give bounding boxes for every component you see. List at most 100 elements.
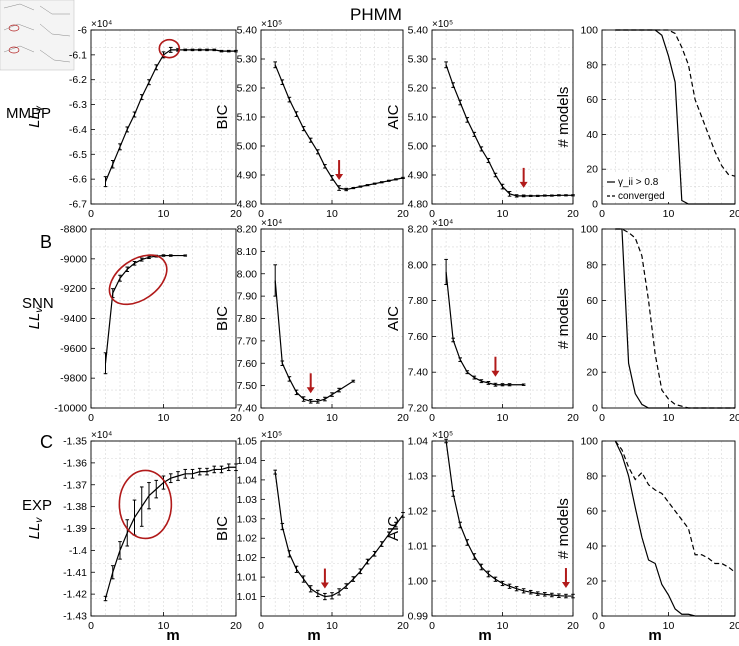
series-main-line [445,440,573,597]
y-tick-label: 7.80 [408,295,429,307]
y-axis-label: BIC [214,516,231,541]
y-tick-label: 5.10 [237,112,258,124]
y-tick-label: -6.5 [69,149,87,161]
panel-exp-models: 0 20 40 60 80 100 0 10 20 # models [555,436,739,633]
row-label-snn: SNN [22,295,54,312]
y-tick-label: 80 [586,59,598,71]
y-axis-label: # models [555,87,572,148]
x-tick-label: 20 [567,620,579,632]
y-tick-label: 7.60 [237,358,258,370]
x-tick-label: 20 [567,412,579,424]
x-tick-label: 0 [599,620,605,632]
panel-mmpp-ll: -6.7 -6.6 -6.5 -6.4 -6.3 -6.2 -6.1 -6 0 10 20 ×10⁴ L… [26,19,242,220]
x-label-1: m [166,627,179,644]
panel-snn-bic: 7.40 7.50 7.60 7.70 7.80 7.90 8.00 8.10 8.20 0 10 2… [214,218,409,424]
y-tick-label: 60 [586,506,598,518]
x-tick-label: 0 [599,412,605,424]
panel-label-b: B [40,232,52,252]
y-tick-label: 100 [580,224,598,236]
x-label-2: m [307,627,320,644]
y-tick-label: 60 [586,295,598,307]
y-tick-label: 40 [586,129,598,141]
panel-exp-ll: -1.43 -1.42 -1.41 -1.4 -1.39 -1.38 -1.37 -1.36 -… [26,430,242,632]
y-tick-label: -6.2 [69,74,87,86]
y-axis-label: AIC [385,104,402,129]
y-axis-label: BIC [214,104,231,129]
panel-exp-bic: 1.01 1.01 1.02 1.02 1.03 1.03 1.04 1.04 1.05 0 10 2… [214,430,409,632]
y-tick-label: 5.30 [408,54,429,66]
y-tick-label: 60 [586,94,598,106]
panel-exp-aic: 0.99 1.00 1.01 1.02 1.03 1.04 0 10 20 ×10⁵ AIC [385,430,579,632]
y-multiplier: ×10⁴ [432,218,453,229]
y-axis-label: # models [555,288,572,349]
y-tick-label: 1.00 [408,576,429,588]
x-tick-label: 10 [663,208,675,220]
y-tick-label: -8800 [60,224,87,236]
y-tick-label: -6.3 [69,99,87,111]
y-tick-label: 8.00 [408,259,429,271]
row-label-mmpp: MMPP [6,105,51,122]
y-tick-label: 1.03 [237,513,258,525]
y-tick-label: 5.20 [237,83,258,95]
y-multiplier: ×10⁴ [91,430,112,441]
y-tick-label: 1.05 [237,436,258,448]
y-tick-label: 100 [580,436,598,448]
series-main-line [445,271,524,386]
y-tick-label: -9200 [60,283,87,295]
y-tick-label: -6.1 [69,49,87,61]
y-tick-label: 7.70 [237,335,258,347]
legend-dashed-label: converged [618,191,665,202]
y-tick-label: 20 [586,164,598,176]
y-tick-label: 40 [586,331,598,343]
y-tick-label: 5.20 [408,83,429,95]
y-tick-label: 8.10 [237,246,258,258]
y-multiplier: ×10⁵ [432,19,453,30]
y-tick-label: -10000 [54,403,87,415]
y-tick-label: -9800 [60,373,87,385]
y-tick-label: -6 [78,25,87,37]
y-tick-label: 5.40 [237,25,258,37]
y-tick-label: 4.90 [408,170,429,182]
x-tick-label: 20 [567,208,579,220]
minimum-arrow-head [306,387,315,394]
x-tick-label: 20 [230,208,242,220]
x-tick-label: 0 [88,620,94,632]
y-tick-label: 4.90 [237,170,258,182]
x-tick-label: 20 [729,620,739,632]
minimum-arrow-head [320,582,329,589]
y-tick-label: 7.40 [408,367,429,379]
y-tick-label: -1.42 [63,589,87,601]
y-tick-label: 20 [586,576,598,588]
x-tick-label: 0 [88,208,94,220]
y-axis-label: LLv [26,517,45,540]
thumbnail-inset [0,0,75,71]
y-tick-label: 1.04 [408,436,429,448]
figure-title: PHMM [350,5,402,24]
y-tick-label: -6.6 [69,174,87,186]
y-tick-label: 8.20 [237,224,258,236]
y-tick-label: -9600 [60,343,87,355]
series-main-line [614,440,735,617]
y-tick-label: 7.60 [408,331,429,343]
x-tick-label: 0 [599,208,605,220]
y-tick-label: 80 [586,471,598,483]
y-tick-label: 1.02 [237,552,258,564]
y-tick-label: 0 [592,611,598,623]
y-tick-label: 1.01 [237,591,258,603]
y-tick-label: 0 [592,403,598,415]
legend: γ_ii > 0.8 converged [606,172,676,202]
x-tick-label: 10 [326,620,338,632]
y-tick-label: 1.01 [237,572,258,584]
x-tick-label: 0 [258,208,264,220]
y-tick-label: 1.03 [408,471,429,483]
x-tick-label: 10 [497,412,509,424]
y-tick-label: 8.20 [408,224,429,236]
series-main-line [615,228,735,409]
y-axis-label: AIC [385,306,402,331]
y-multiplier: ×10⁴ [91,19,112,30]
x-tick-label: 0 [429,208,435,220]
highlight-ellipse [118,469,173,540]
x-tick-label: 10 [158,620,170,632]
y-tick-label: -1.41 [63,567,87,579]
y-multiplier: ×10⁴ [261,218,282,229]
